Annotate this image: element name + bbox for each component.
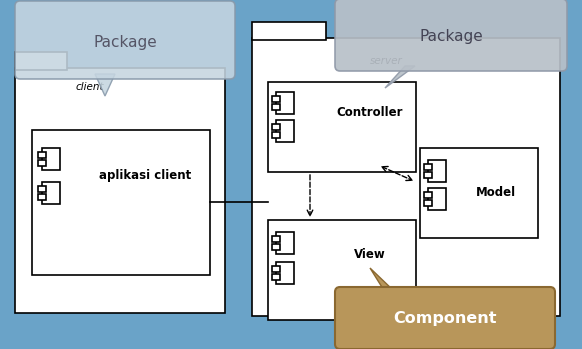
Bar (38, 194, 46, 200)
Text: View: View (354, 248, 386, 261)
Bar (424, 172, 432, 178)
Bar (424, 200, 432, 206)
Polygon shape (95, 74, 115, 96)
Bar (272, 96, 280, 102)
Bar (38, 186, 46, 192)
Bar (268, 220, 416, 320)
Text: Package: Package (419, 29, 483, 44)
Bar (15, 52, 67, 70)
Bar (272, 236, 280, 242)
Bar (276, 262, 294, 284)
Text: Package: Package (93, 35, 157, 50)
Bar (252, 38, 560, 316)
Bar (424, 164, 432, 170)
Bar (42, 148, 60, 170)
Bar (268, 82, 416, 172)
Bar (272, 132, 280, 138)
FancyBboxPatch shape (335, 287, 555, 349)
Bar (272, 244, 280, 250)
Bar (252, 22, 326, 40)
Bar (276, 120, 294, 142)
Text: Component: Component (393, 311, 497, 326)
Bar (42, 182, 60, 204)
Text: Model: Model (476, 186, 516, 200)
FancyBboxPatch shape (15, 1, 235, 79)
Polygon shape (385, 66, 415, 88)
Text: Controller: Controller (337, 105, 403, 119)
Bar (272, 274, 280, 280)
Text: client: client (76, 82, 104, 92)
Bar (428, 188, 446, 210)
Bar (272, 266, 280, 272)
Text: aplikasi client: aplikasi client (99, 169, 191, 181)
Bar (272, 124, 280, 130)
Bar (38, 152, 46, 158)
Bar (420, 148, 538, 238)
Bar (38, 160, 46, 166)
Bar (428, 160, 446, 182)
Bar (276, 232, 294, 254)
Polygon shape (370, 268, 395, 292)
Bar (32, 130, 210, 275)
Bar (15, 68, 225, 313)
Bar (276, 92, 294, 114)
Text: server: server (370, 56, 403, 66)
FancyBboxPatch shape (335, 0, 567, 71)
Bar (272, 104, 280, 110)
Bar (424, 192, 432, 198)
